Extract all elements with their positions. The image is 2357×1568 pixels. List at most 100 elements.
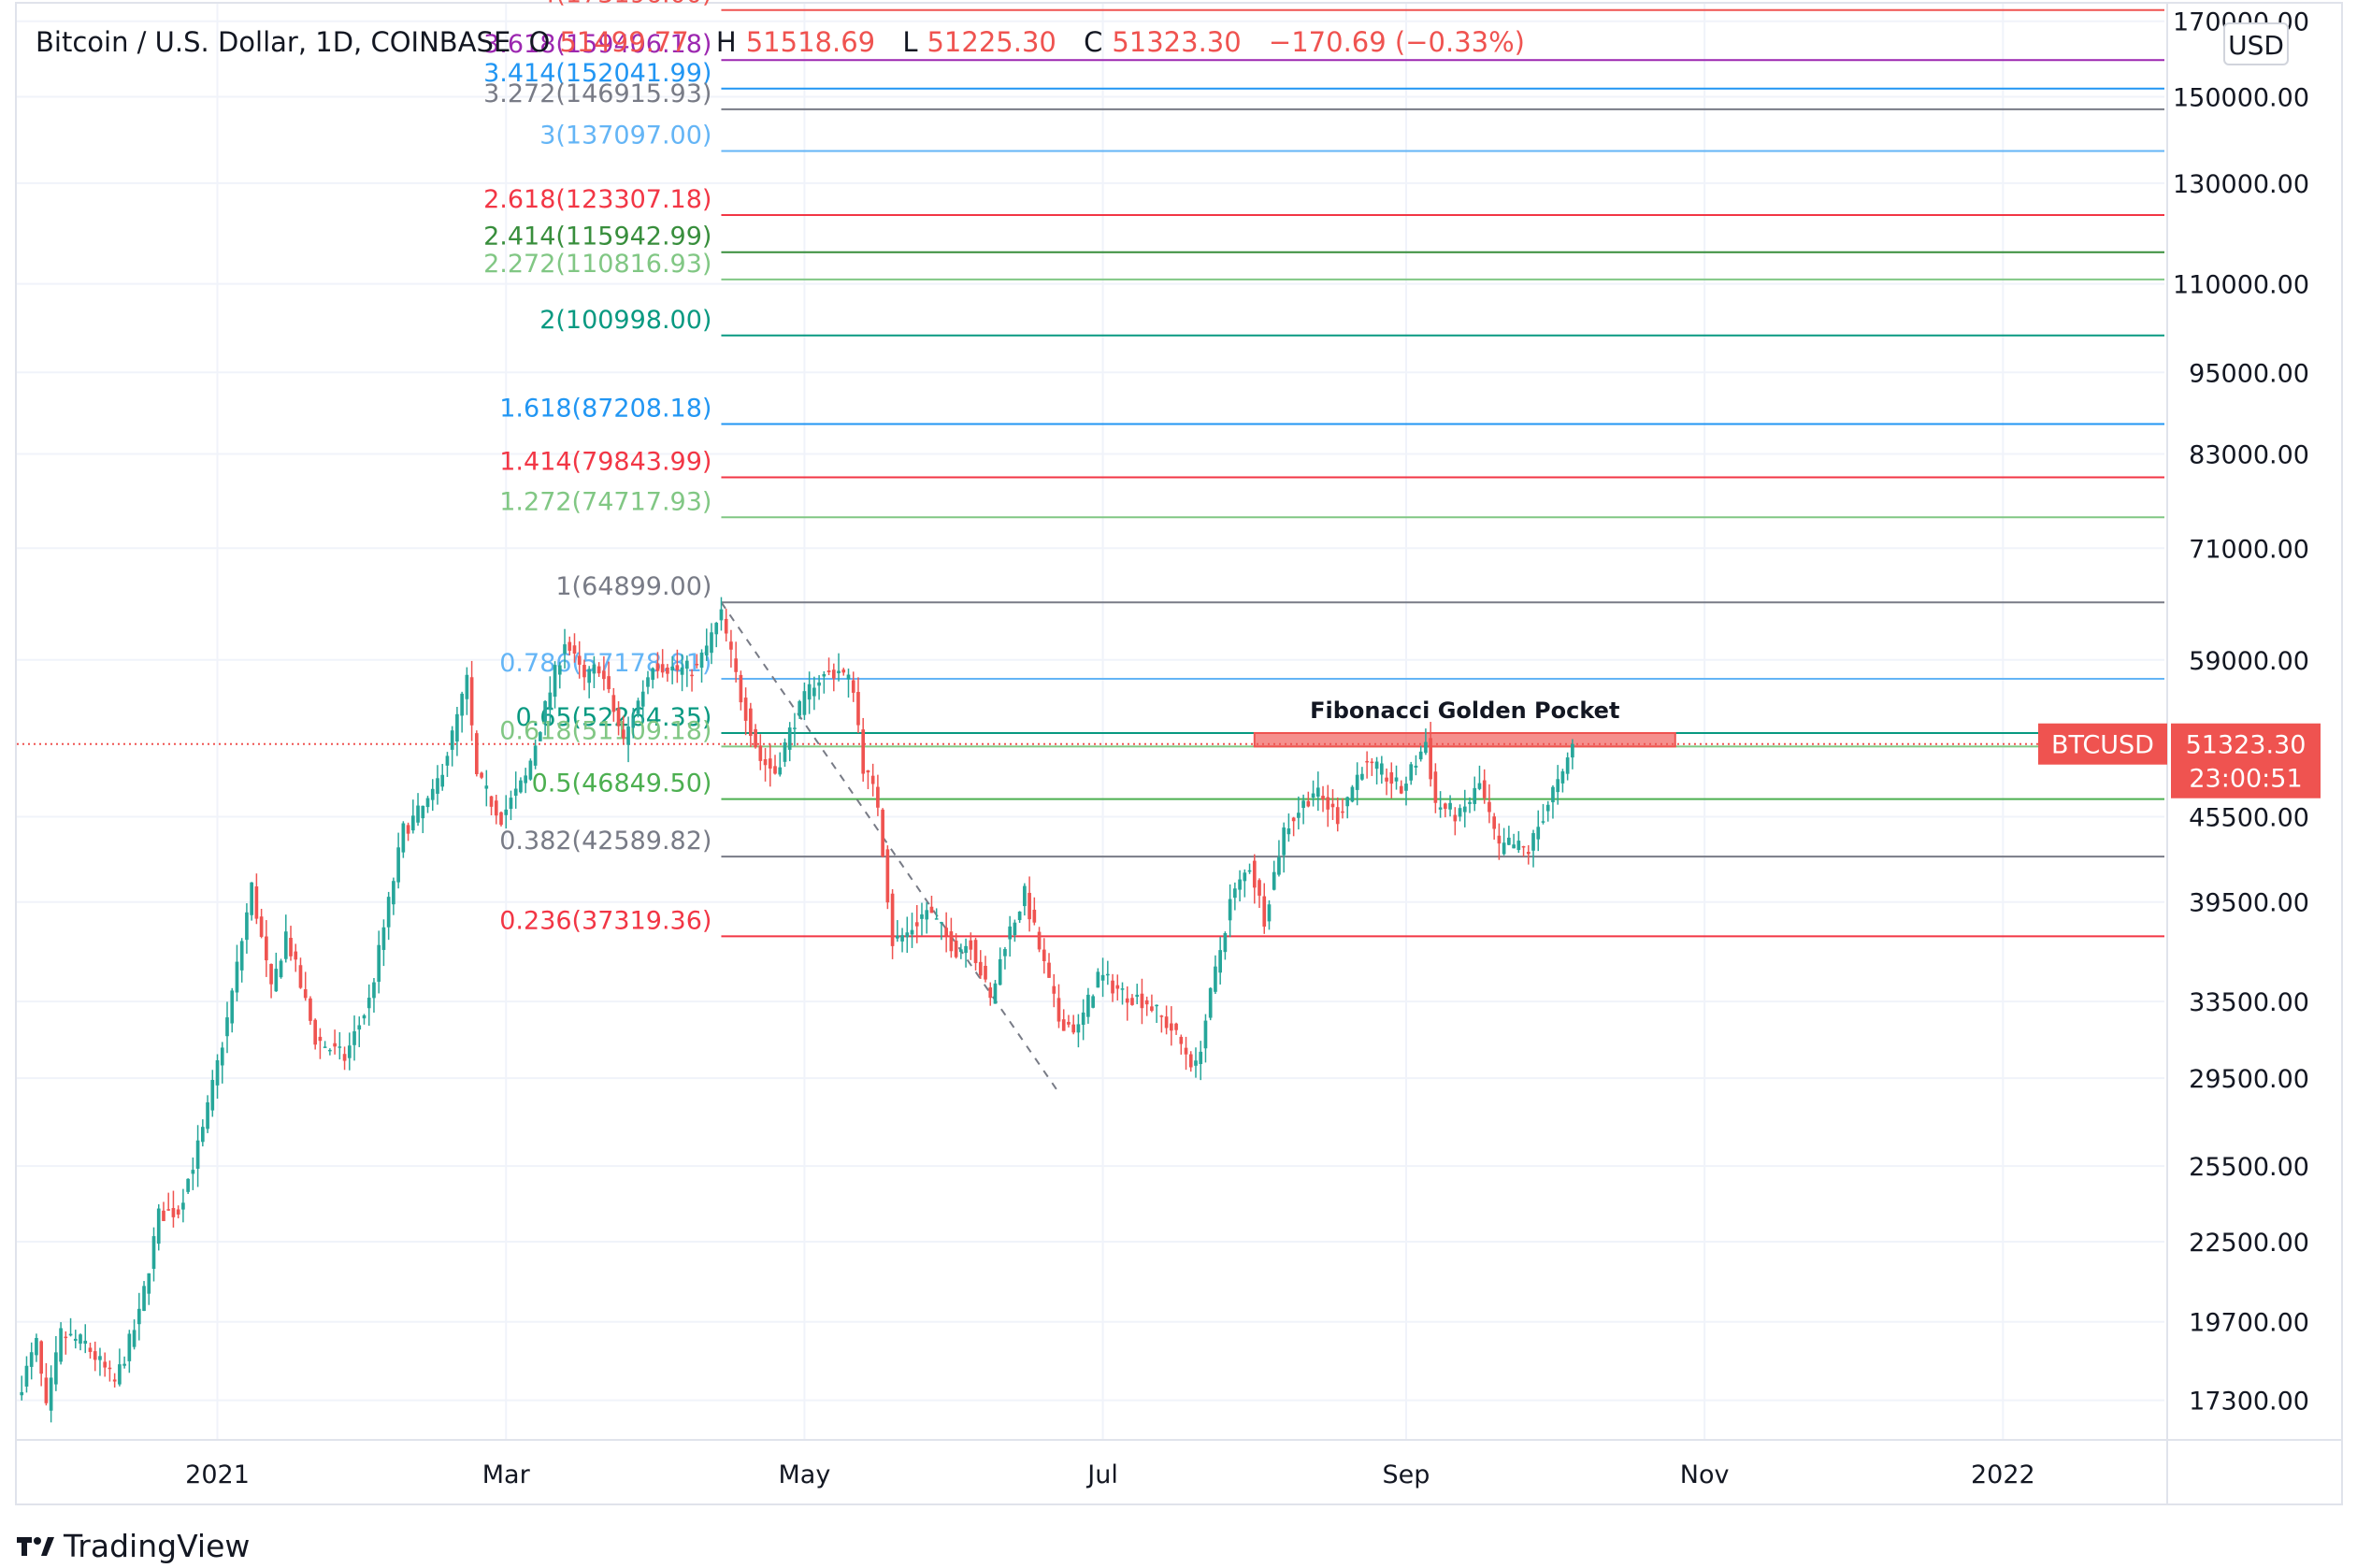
y-tick-label: 25500.00 — [2189, 1153, 2309, 1182]
candle-body — [1492, 816, 1496, 829]
candle-body — [1150, 1006, 1154, 1012]
annotation-layer: Fibonacci Golden Pocket — [17, 601, 2164, 1094]
candle-body — [1370, 761, 1374, 764]
candle-body — [548, 692, 553, 711]
fib-level-label: 3.618(159406.18) — [483, 30, 711, 59]
candle-body — [778, 767, 783, 775]
candle-body — [480, 772, 483, 778]
candle-body — [64, 1336, 68, 1339]
symbol-title: Bitcoin / U.S. Dollar, 1D, COINBASE — [36, 26, 511, 58]
candle-body — [1155, 1004, 1158, 1007]
candle-body — [416, 805, 420, 823]
candle-body — [1188, 1054, 1193, 1068]
currency-button[interactable]: USD — [2223, 22, 2289, 65]
candle-body — [1272, 871, 1276, 890]
current-price-tag-bg — [2171, 723, 2321, 798]
candle-body — [568, 641, 572, 651]
candle-body — [445, 755, 450, 766]
candle-body — [1414, 765, 1418, 768]
candle-body — [895, 935, 899, 939]
candle-body — [1360, 773, 1364, 780]
fib-level-label: 0.5(46849.50) — [532, 770, 712, 798]
candle-body — [475, 733, 479, 775]
candle-body — [181, 1202, 185, 1210]
candle-body — [504, 809, 509, 815]
candle-body — [925, 910, 929, 920]
candle-body — [1159, 1015, 1164, 1017]
candle-body — [147, 1273, 151, 1294]
candle-body — [763, 759, 768, 766]
candle-body — [1286, 828, 1291, 835]
candle-body — [607, 676, 611, 690]
candle-layer — [20, 597, 1574, 1423]
candle-body — [1008, 926, 1012, 940]
high-label: H — [715, 26, 737, 58]
candle-body — [1081, 1012, 1085, 1026]
tradingview-logo[interactable]: TradingView — [17, 1528, 250, 1564]
candle-body — [239, 941, 244, 971]
fib-level-label: 0.786(57178.81) — [499, 649, 711, 678]
candle-body — [1184, 1047, 1188, 1055]
candle-body — [162, 1210, 165, 1221]
candle-body — [577, 655, 582, 665]
candle-body — [1017, 911, 1022, 921]
candle-body — [1516, 841, 1521, 851]
candle-body — [39, 1341, 43, 1374]
close-label: C — [1084, 26, 1103, 58]
candle-body — [856, 692, 860, 726]
candle-body — [259, 916, 264, 937]
fib-level-label: 1.272(74717.93) — [499, 487, 711, 516]
candle-body — [837, 670, 841, 674]
candle-body — [949, 931, 954, 952]
candle-body — [396, 847, 400, 883]
candle-body — [1023, 885, 1027, 907]
candle-body — [342, 1054, 347, 1061]
candle-body — [333, 1043, 337, 1047]
candle-body — [646, 677, 650, 687]
candle-body — [655, 663, 660, 671]
candle-body — [1418, 751, 1423, 760]
candle-body — [616, 708, 621, 726]
candle-body — [230, 990, 235, 1024]
candle-body — [509, 798, 513, 810]
candle-body — [298, 965, 303, 988]
candle-body — [876, 786, 880, 808]
x-tick-label: Jul — [1085, 1460, 1118, 1489]
candle-body — [572, 645, 577, 654]
candle-body — [1252, 860, 1257, 888]
candle-body — [758, 745, 763, 761]
fib-level-label: 2(100998.00) — [539, 306, 711, 335]
candle-body — [112, 1379, 117, 1382]
axis-layer: 17300.00 19700.00 22500.00 25500.00 29500.00… — [17, 4, 2342, 1503]
candle-body — [724, 618, 728, 634]
candle-body — [743, 698, 748, 721]
candle-body — [450, 730, 454, 750]
fib-level-label: 2.272(110816.93) — [483, 250, 711, 279]
y-tick-label: 83000.00 — [2189, 440, 2309, 469]
candle-body — [587, 669, 592, 683]
open-label: O — [528, 26, 551, 58]
candle-body — [1556, 779, 1560, 793]
candle-body — [440, 774, 445, 787]
candle-body — [631, 718, 636, 728]
candle-body — [1531, 833, 1535, 851]
candle-body — [499, 812, 503, 826]
candle-body — [959, 949, 963, 953]
candle-body — [783, 742, 787, 762]
fib-level-label: 0.236(37319.36) — [499, 906, 711, 935]
candle-body — [132, 1330, 137, 1347]
candle-body — [1526, 852, 1531, 855]
candle-body — [1277, 856, 1281, 875]
candle-body — [1462, 806, 1467, 813]
fib-level-label: 1(64899.00) — [555, 572, 711, 601]
candle-body — [841, 669, 846, 673]
current-price-value: 51323.30 — [2186, 731, 2307, 760]
candle-body — [1194, 1060, 1198, 1066]
candle-body — [484, 785, 489, 789]
candle-body — [1267, 904, 1272, 922]
y-tick-label: 19700.00 — [2189, 1309, 2309, 1338]
candle-body — [1404, 784, 1408, 791]
candle-body — [695, 663, 699, 666]
candle-body — [318, 1036, 323, 1042]
